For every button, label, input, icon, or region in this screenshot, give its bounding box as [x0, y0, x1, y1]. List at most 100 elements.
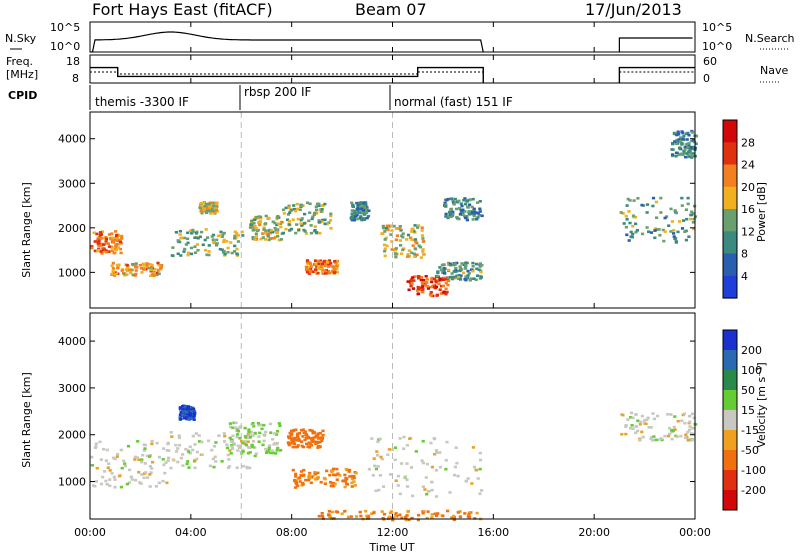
- echo-cell: [635, 229, 639, 232]
- echo-cell: [233, 237, 237, 240]
- nsky-right-tick-bottom: 10^0: [702, 40, 732, 53]
- echo-cell: [318, 440, 322, 444]
- echo-cell: [333, 473, 337, 477]
- echo-cell: [694, 423, 698, 426]
- echo-cell: [475, 267, 479, 271]
- echo-cell: [113, 239, 117, 242]
- echo-cell: [674, 237, 678, 240]
- echo-cell: [129, 271, 133, 275]
- x-tick-label: 04:00: [175, 526, 207, 539]
- echo-cell: [241, 464, 245, 468]
- echo-cell: [302, 473, 306, 477]
- echo-cell: [123, 272, 127, 276]
- echo-cell: [142, 266, 146, 269]
- echo-cell: [377, 488, 381, 492]
- echo-cell: [403, 475, 407, 478]
- echo-cell: [655, 228, 659, 231]
- colorbar-swatch: [723, 490, 737, 511]
- echo-cell: [223, 434, 227, 438]
- echo-cell: [310, 440, 315, 444]
- echo-cell: [383, 247, 387, 250]
- echo-cell: [93, 240, 97, 243]
- echo-cell: [673, 209, 677, 212]
- echo-cell: [276, 214, 280, 218]
- echo-cell: [405, 478, 409, 482]
- echo-cell: [672, 229, 676, 232]
- echo-cell: [356, 203, 360, 207]
- echo-cell: [158, 268, 162, 271]
- echo-cell: [645, 226, 649, 229]
- echo-cell: [652, 417, 656, 421]
- echo-cell: [655, 216, 659, 219]
- echo-cell: [680, 419, 684, 422]
- echo-cell: [230, 445, 234, 448]
- echo-cell: [644, 422, 648, 426]
- echo-cell: [195, 457, 199, 461]
- echo-cell: [200, 209, 204, 213]
- echo-cell: [277, 238, 281, 242]
- echo-cell: [653, 229, 657, 232]
- echo-cell: [222, 238, 226, 242]
- echo-cell: [451, 213, 455, 216]
- echo-cell: [444, 205, 448, 208]
- echo-cell: [187, 415, 191, 419]
- echo-cell: [140, 473, 144, 476]
- echo-cell: [636, 429, 640, 433]
- echo-cell: [129, 475, 133, 479]
- echo-cell: [455, 200, 459, 204]
- echo-cell: [355, 201, 359, 205]
- echo-cell: [150, 263, 154, 267]
- echo-cell: [257, 221, 261, 224]
- echo-cell: [231, 447, 235, 450]
- echo-cell: [179, 411, 183, 414]
- echo-cell: [452, 270, 456, 273]
- echo-cell: [314, 435, 318, 438]
- echo-cell: [317, 219, 321, 222]
- echo-cell: [251, 236, 255, 239]
- echo-cell: [126, 444, 131, 448]
- colorbar-tick-label: 20: [741, 181, 755, 194]
- colorbar-tick-label: 50: [741, 384, 755, 397]
- echo-cell: [321, 218, 325, 222]
- cpid-mode-rbsp: rbsp 200 IF: [244, 85, 311, 99]
- echo-cell: [627, 239, 631, 242]
- echo-cell: [476, 477, 480, 480]
- echo-cell: [321, 433, 325, 437]
- echo-cell: [458, 515, 462, 519]
- echo-cell: [97, 244, 101, 248]
- echo-cell: [378, 437, 382, 441]
- echo-cell: [413, 238, 418, 241]
- echo-cell: [683, 421, 687, 425]
- echo-cell: [206, 207, 210, 211]
- echo-cell: [95, 232, 99, 236]
- echo-cell: [198, 235, 202, 239]
- echo-cell: [114, 237, 118, 240]
- echo-cell: [183, 405, 187, 409]
- echo-cell: [290, 441, 294, 445]
- echo-cell: [267, 238, 271, 242]
- echo-cell: [398, 225, 402, 228]
- echo-cell: [674, 142, 678, 145]
- echo-cell: [402, 435, 406, 439]
- echo-cell: [692, 416, 696, 420]
- echo-cell: [294, 481, 298, 485]
- echo-cell: [464, 479, 468, 483]
- echo-cell: [150, 442, 154, 446]
- echo-cell: [229, 425, 233, 429]
- time-axis: 00:00 04:00 08:00 12:00 16:00 20:00 00:00: [74, 22, 711, 539]
- echo-cell: [238, 444, 242, 448]
- echo-cell: [453, 262, 457, 265]
- echo-cell: [674, 132, 678, 135]
- echo-cell: [446, 509, 450, 513]
- echo-cell: [313, 440, 317, 443]
- echo-cell: [389, 233, 393, 236]
- echo-cell: [419, 276, 424, 279]
- echo-cell: [385, 224, 389, 228]
- nave-tick-bottom: 0: [703, 72, 710, 85]
- echo-cell: [689, 139, 693, 143]
- echo-cell: [113, 478, 117, 481]
- echo-cell: [690, 147, 694, 151]
- echo-cell: [636, 197, 640, 200]
- echo-cell: [141, 453, 145, 457]
